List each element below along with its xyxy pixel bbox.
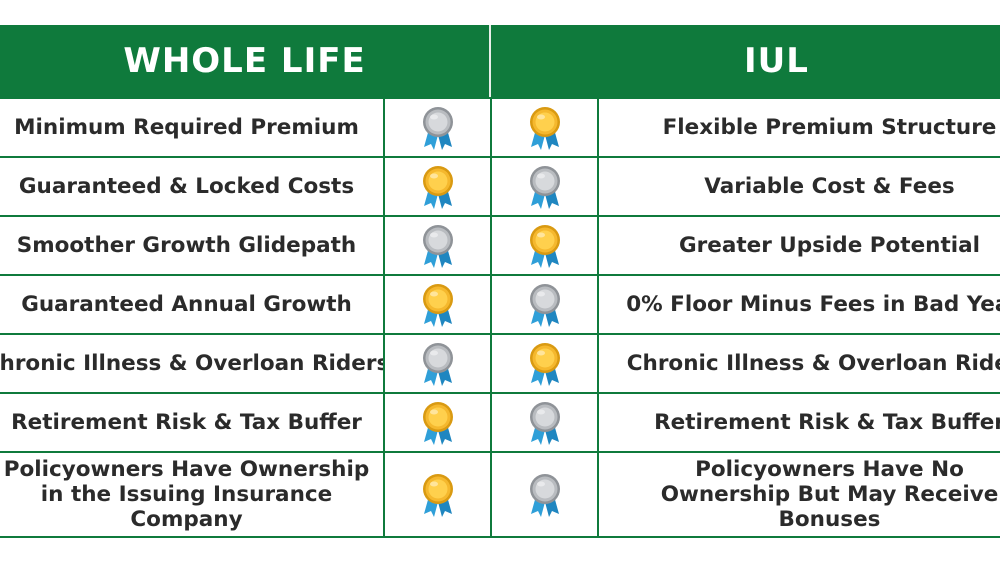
iul-feature: Greater Upside Potential bbox=[679, 233, 980, 258]
whole-life-medal-cell bbox=[385, 394, 492, 451]
table-row: Policyowners Have Ownership in the Issui… bbox=[0, 451, 1000, 536]
whole-life-feature: Retirement Risk & Tax Buffer bbox=[11, 410, 362, 435]
silver-medal-icon bbox=[420, 105, 456, 151]
whole-life-feature-cell: Guaranteed Annual Growth bbox=[0, 276, 385, 333]
iul-feature: 0% Floor Minus Fees in Bad Years bbox=[626, 292, 1000, 317]
whole-life-feature: Guaranteed & Locked Costs bbox=[18, 174, 355, 199]
iul-medal-cell bbox=[492, 158, 599, 215]
gold-medal-icon bbox=[527, 341, 563, 387]
iul-feature-cell: 0% Floor Minus Fees in Bad Years bbox=[599, 276, 1000, 333]
table-row: Guaranteed & Locked Costs Variable Cost &… bbox=[0, 156, 1000, 215]
silver-medal-icon bbox=[527, 282, 563, 328]
iul-feature-cell: Retirement Risk & Tax Buffer bbox=[599, 394, 1000, 451]
iul-header: IUL bbox=[491, 25, 1000, 97]
whole-life-medal-cell bbox=[385, 217, 492, 274]
whole-life-feature-cell: Smoother Growth Glidepath bbox=[0, 217, 385, 274]
iul-feature: Retirement Risk & Tax Buffer bbox=[654, 410, 1000, 435]
whole-life-medal-cell bbox=[385, 276, 492, 333]
whole-life-feature: Policyowners Have Ownership in the Issui… bbox=[3, 457, 370, 532]
iul-feature: Variable Cost & Fees bbox=[704, 174, 955, 199]
table-header: WHOLE LIFE IUL bbox=[0, 25, 1000, 97]
silver-medal-icon bbox=[420, 341, 456, 387]
table-body: Minimum Required Premium Flexible Premium… bbox=[0, 97, 1000, 538]
gold-medal-icon bbox=[420, 472, 456, 518]
whole-life-title: WHOLE LIFE bbox=[123, 41, 366, 81]
gold-medal-icon bbox=[420, 282, 456, 328]
table-row: Guaranteed Annual Growth 0% Floor Minus F… bbox=[0, 274, 1000, 333]
whole-life-feature-cell: Policyowners Have Ownership in the Issui… bbox=[0, 453, 385, 536]
whole-life-medal-cell bbox=[385, 453, 492, 536]
iul-medal-cell bbox=[492, 276, 599, 333]
iul-feature-cell: Variable Cost & Fees bbox=[599, 158, 1000, 215]
whole-life-feature: Chronic Illness & Overloan Riders bbox=[0, 351, 385, 376]
iul-medal-cell bbox=[492, 335, 599, 392]
iul-feature-cell: Chronic Illness & Overloan Riders bbox=[599, 335, 1000, 392]
whole-life-header: WHOLE LIFE bbox=[0, 25, 491, 97]
iul-medal-cell bbox=[492, 453, 599, 536]
whole-life-medal-cell bbox=[385, 158, 492, 215]
silver-medal-icon bbox=[527, 400, 563, 446]
silver-medal-icon bbox=[527, 472, 563, 518]
iul-feature-cell: Policyowners Have No Ownership But May R… bbox=[599, 453, 1000, 536]
iul-medal-cell bbox=[492, 394, 599, 451]
gold-medal-icon bbox=[420, 400, 456, 446]
silver-medal-icon bbox=[420, 223, 456, 269]
whole-life-medal-cell bbox=[385, 99, 492, 156]
iul-medal-cell bbox=[492, 99, 599, 156]
whole-life-medal-cell bbox=[385, 335, 492, 392]
silver-medal-icon bbox=[527, 164, 563, 210]
whole-life-feature: Minimum Required Premium bbox=[14, 115, 359, 140]
table-row: Retirement Risk & Tax Buffer Retirement R… bbox=[0, 392, 1000, 451]
whole-life-feature-cell: Minimum Required Premium bbox=[0, 99, 385, 156]
comparison-table: WHOLE LIFE IUL Minimum Required Premium F… bbox=[0, 25, 1000, 538]
table-row: Minimum Required Premium Flexible Premium… bbox=[0, 97, 1000, 156]
iul-feature-cell: Flexible Premium Structure bbox=[599, 99, 1000, 156]
whole-life-feature-cell: Guaranteed & Locked Costs bbox=[0, 158, 385, 215]
table-row: Chronic Illness & Overloan Riders Chronic… bbox=[0, 333, 1000, 392]
gold-medal-icon bbox=[527, 223, 563, 269]
iul-feature: Flexible Premium Structure bbox=[662, 115, 997, 140]
whole-life-feature-cell: Retirement Risk & Tax Buffer bbox=[0, 394, 385, 451]
whole-life-feature-cell: Chronic Illness & Overloan Riders bbox=[0, 335, 385, 392]
iul-feature: Chronic Illness & Overloan Riders bbox=[626, 351, 1000, 376]
whole-life-feature: Guaranteed Annual Growth bbox=[21, 292, 352, 317]
iul-medal-cell bbox=[492, 217, 599, 274]
iul-title: IUL bbox=[744, 41, 809, 81]
table-row: Smoother Growth Glidepath Greater Upside … bbox=[0, 215, 1000, 274]
iul-feature-cell: Greater Upside Potential bbox=[599, 217, 1000, 274]
gold-medal-icon bbox=[527, 105, 563, 151]
whole-life-feature: Smoother Growth Glidepath bbox=[16, 233, 357, 258]
gold-medal-icon bbox=[420, 164, 456, 210]
iul-feature: Policyowners Have No Ownership But May R… bbox=[660, 457, 999, 532]
